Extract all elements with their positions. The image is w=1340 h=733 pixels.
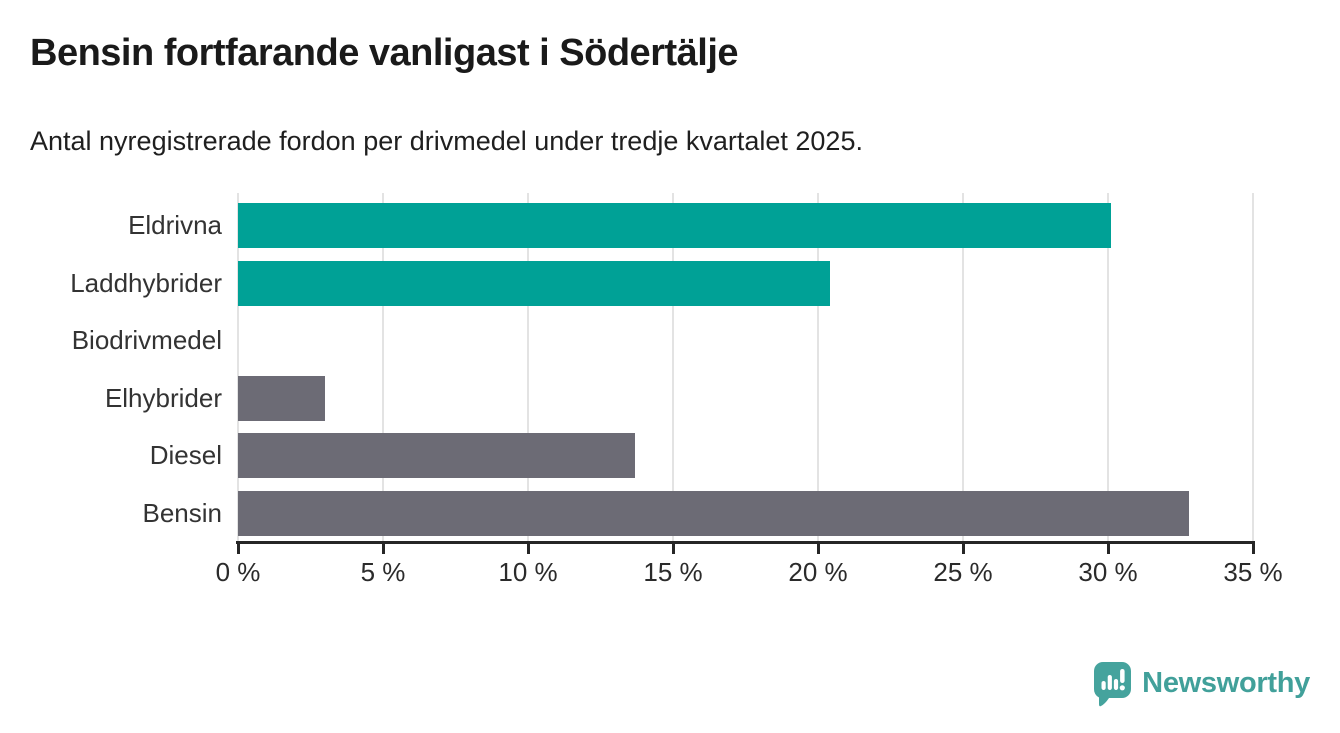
gridline-15 xyxy=(672,193,674,541)
x-axis-tick-label-25: 25 % xyxy=(933,557,993,587)
newsworthy-brand: Newsworthy xyxy=(1092,660,1310,707)
chart-title: Bensin fortfarande vanligast i Södertälj… xyxy=(30,32,739,74)
bar-elhybrider xyxy=(238,375,325,421)
x-axis-tick-label-30: 30 % xyxy=(1078,557,1138,587)
gridline-30 xyxy=(1107,193,1109,541)
x-axis-tick-35 xyxy=(1251,541,1255,554)
bar-laddhybrider xyxy=(238,260,830,306)
x-axis-tick-30 xyxy=(1106,541,1110,554)
x-axis-tick-label-0: 0 % xyxy=(215,557,261,587)
x-axis-tick-20 xyxy=(816,541,820,554)
gridline-25 xyxy=(962,193,964,541)
x-axis-tick-label-20: 20 % xyxy=(788,557,848,587)
x-axis-tick-label-35: 35 % xyxy=(1223,557,1283,587)
gridline-35 xyxy=(1252,193,1254,541)
gridline-0 xyxy=(237,193,239,541)
x-axis-tick-15 xyxy=(671,541,675,554)
newsworthy-wordmark: Newsworthy xyxy=(1142,667,1310,699)
category-label-bensin: Bensin xyxy=(142,498,223,528)
category-label-laddhybrider: Laddhybrider xyxy=(70,267,222,298)
x-axis-tick-label-10: 10 % xyxy=(498,557,558,587)
bar-eldrivna xyxy=(238,203,1111,248)
x-axis-tick-5 xyxy=(381,541,385,554)
x-axis-line xyxy=(236,541,1255,544)
chart-subtitle: Antal nyregistrerade fordon per drivmede… xyxy=(30,126,863,156)
bar-diesel xyxy=(238,433,636,479)
x-axis-tick-label-5: 5 % xyxy=(360,557,406,587)
bar-bensin xyxy=(238,491,1190,536)
category-label-elhybrider: Elhybrider xyxy=(104,382,222,413)
gridline-5 xyxy=(382,193,384,541)
x-axis-tick-label-15: 15 % xyxy=(643,557,703,587)
gridline-10 xyxy=(527,193,529,541)
category-label-diesel: Diesel xyxy=(149,440,222,471)
category-label-biodrivmedel: Biodrivmedel xyxy=(71,325,222,356)
x-axis-tick-10 xyxy=(526,541,530,554)
newsworthy-pin-barchart-icon xyxy=(1092,660,1133,707)
category-label-eldrivna: Eldrivna xyxy=(128,210,222,240)
plot-area xyxy=(237,193,1254,541)
x-axis-tick-0 xyxy=(236,541,240,554)
x-axis-tick-25 xyxy=(961,541,965,554)
gridline-20 xyxy=(817,193,819,541)
